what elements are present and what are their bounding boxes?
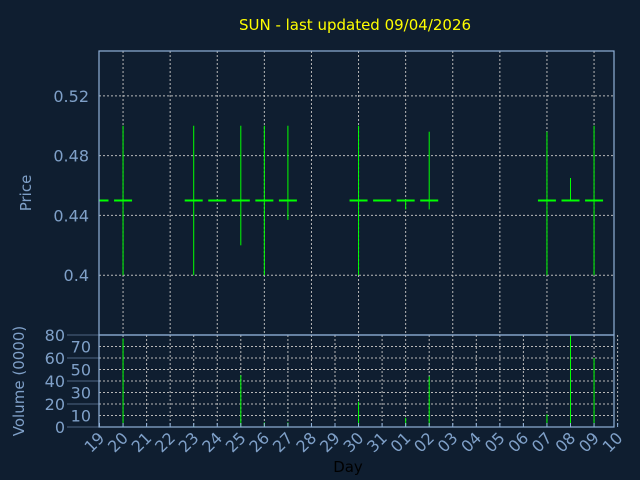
x-tick-label: 10 <box>599 428 627 456</box>
candles <box>99 125 604 276</box>
volume-axis-label: Volume (0000) <box>10 326 28 436</box>
volume-tick-label: 0 <box>55 418 65 437</box>
volume-tick-label: 40 <box>45 372 65 391</box>
volume-tick-label: 30 <box>71 384 91 403</box>
price-tick-label: 0.44 <box>53 206 89 225</box>
volume-tick-label: 60 <box>45 349 65 368</box>
volume-frame <box>98 334 615 428</box>
price-tick-label: 0.4 <box>64 266 89 285</box>
x-axis-label: Day <box>333 458 363 476</box>
volume-panel: 0102030405060708019202122232425262728293… <box>45 326 627 456</box>
volume-tick-label: 70 <box>71 338 91 357</box>
price-tick-label: 0.48 <box>53 147 89 166</box>
chart-title: SUN - last updated 09/04/2026 <box>239 16 471 34</box>
volume-tick-label: 20 <box>45 395 65 414</box>
volume-tick-label: 50 <box>71 361 91 380</box>
price-panel: 0.4 0.44 0.48 0.52 <box>53 50 615 336</box>
price-axis-label: Price <box>17 175 35 212</box>
volume-tick-label: 10 <box>71 407 91 426</box>
volume-tick-label: 80 <box>45 326 65 345</box>
price-frame <box>98 50 615 336</box>
price-tick-label: 0.52 <box>53 87 89 106</box>
